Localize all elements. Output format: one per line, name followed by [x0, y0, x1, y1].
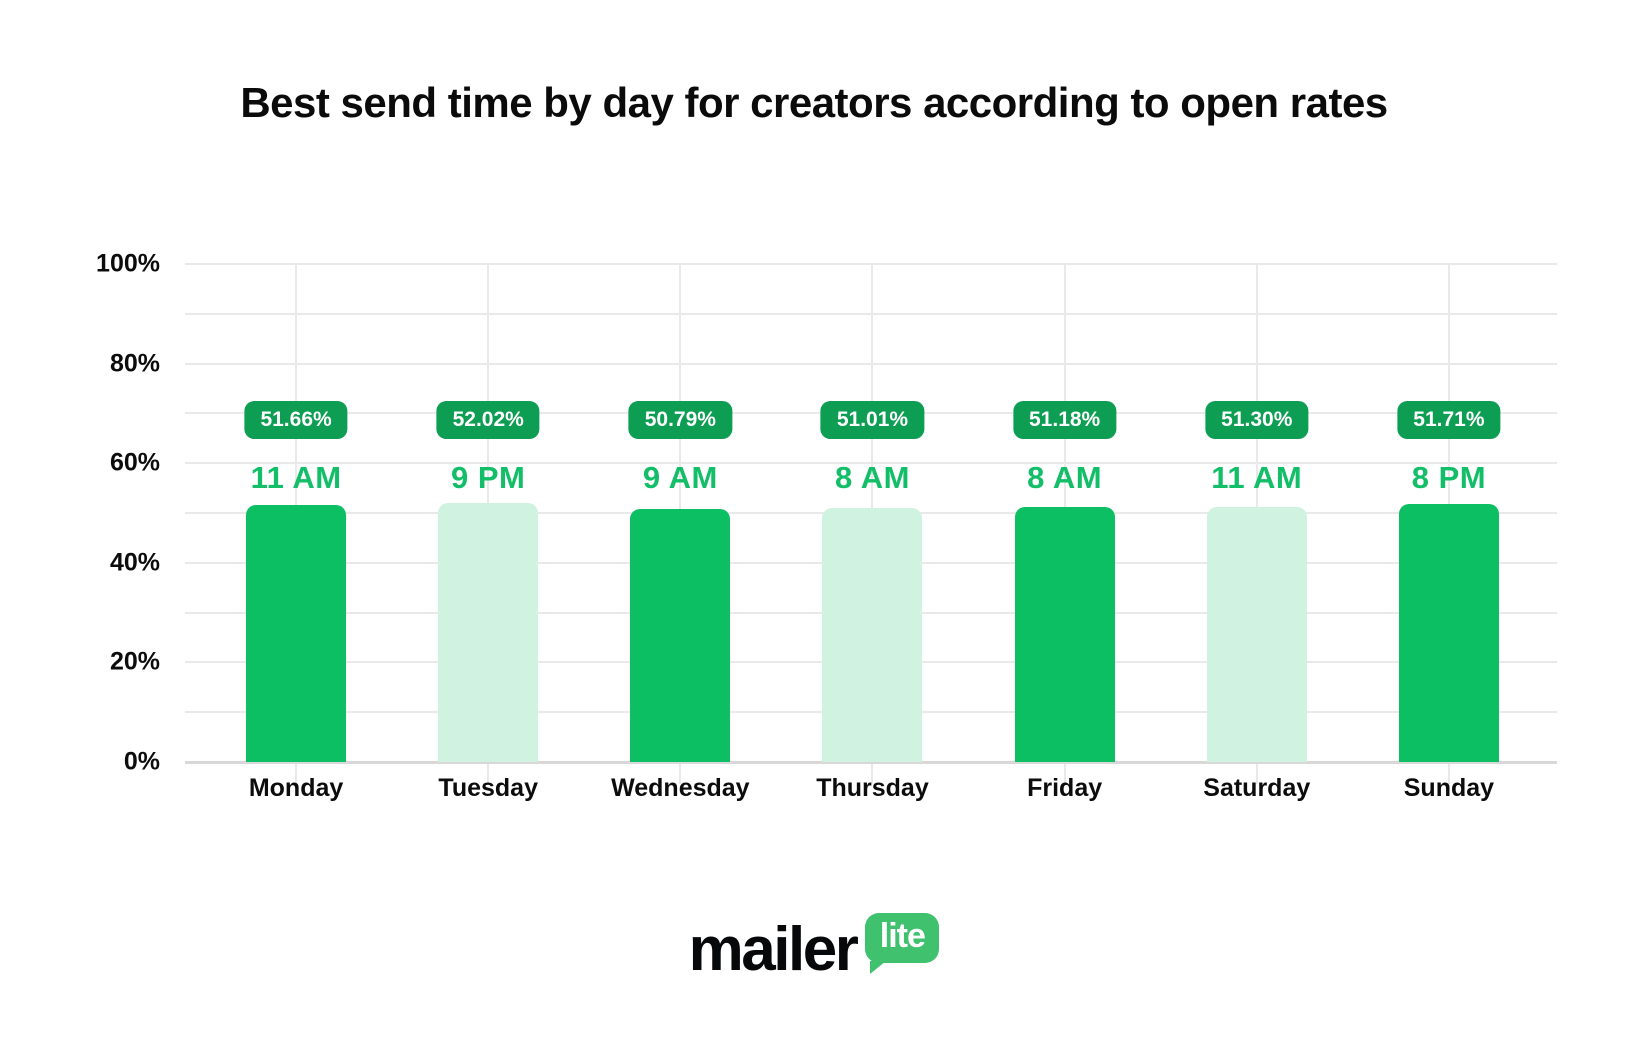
x-axis-label-thursday: Thursday: [816, 774, 929, 802]
bar-thursday: [822, 508, 923, 762]
best-time-label: 9 AM: [642, 460, 718, 495]
chart-column-friday: 51.18% 8 AM Friday: [969, 264, 1161, 802]
y-tick-label: 40%: [109, 548, 160, 577]
x-axis-line: [185, 761, 1557, 764]
logo-bubble-tail: [870, 961, 887, 974]
x-axis-label-monday: Monday: [248, 774, 344, 802]
open-rate-badge: 51.71%: [1397, 401, 1501, 439]
bar-monday: [246, 505, 347, 762]
best-time-label: 11 AM: [1211, 460, 1303, 495]
y-tick-label: 20%: [109, 647, 160, 676]
y-axis: 100% 80% 60% 40% 20% 0%: [55, 250, 160, 776]
chart-column-thursday: 51.01% 8 AM Thursday: [776, 264, 968, 802]
best-time-label: 8 AM: [1027, 460, 1103, 495]
plot-area: 51.66% 11 AM Monday 52.02% 9 PM Tuesday …: [185, 263, 1557, 802]
gridline-60: [185, 462, 1557, 465]
bar-tuesday: [438, 503, 539, 762]
gridline-80: [185, 362, 1557, 365]
logo-speech-bubble-icon: lite: [865, 913, 940, 974]
y-tick-label: 100%: [96, 249, 160, 278]
chart-column-tuesday: 52.02% 9 PM Tuesday: [392, 264, 584, 802]
mailerlite-logo: mailer lite: [0, 913, 1628, 981]
chart-title: Best send time by day for creators accor…: [240, 79, 1388, 126]
bar-sunday: [1398, 504, 1499, 762]
gridline-90: [185, 312, 1557, 315]
logo-wordmark: mailer: [688, 915, 859, 984]
logo-bubble-text: lite: [879, 917, 926, 955]
best-time-label: 11 AM: [250, 460, 342, 495]
chart-column-sunday: 51.71% 8 PM Sunday: [1353, 264, 1545, 802]
best-time-label: 9 PM: [451, 460, 526, 495]
x-axis-label-wednesday: Wednesday: [611, 774, 750, 802]
open-rate-badge: 51.66%: [244, 401, 348, 439]
y-tick-label: 60%: [109, 448, 160, 477]
bar-wednesday: [630, 509, 731, 762]
chart-column-monday: 51.66% 11 AM Monday: [200, 264, 392, 802]
open-rate-badge: 51.01%: [820, 401, 925, 439]
bar-saturday: [1206, 507, 1307, 762]
open-rate-badge: 51.18%: [1013, 401, 1117, 439]
x-axis-label-tuesday: Tuesday: [438, 774, 538, 802]
y-tick-label: 0%: [123, 747, 160, 776]
open-rate-badge: 50.79%: [628, 401, 732, 439]
open-rate-badge: 51.30%: [1205, 401, 1309, 439]
chart-column-wednesday: 50.79% 9 AM Wednesday: [584, 264, 776, 802]
open-rate-badge: 52.02%: [436, 401, 540, 439]
best-time-label: 8 PM: [1411, 460, 1487, 495]
x-axis-label-saturday: Saturday: [1203, 774, 1311, 802]
x-axis-label-sunday: Sunday: [1403, 774, 1495, 802]
best-time-label: 8 AM: [835, 460, 910, 495]
x-axis-label-friday: Friday: [1027, 774, 1103, 802]
gridline-100: [185, 263, 1557, 265]
y-tick-label: 80%: [109, 349, 160, 378]
bar-friday: [1014, 507, 1115, 762]
chart-column-saturday: 51.30% 11 AM Saturday: [1161, 264, 1353, 802]
bar-columns: 51.66% 11 AM Monday 52.02% 9 PM Tuesday …: [200, 264, 1545, 802]
